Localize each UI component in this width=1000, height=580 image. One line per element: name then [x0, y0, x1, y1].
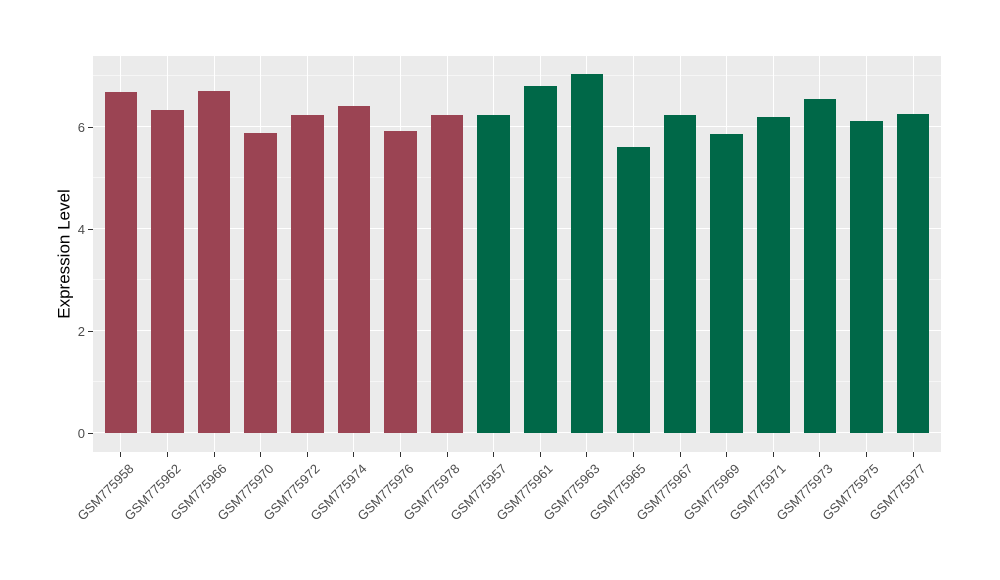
y-tick-label: 2: [77, 324, 85, 339]
gridline-minor-h: [93, 177, 941, 178]
bar-GSM775972: [291, 114, 324, 433]
bar-GSM775965: [617, 147, 650, 433]
gridline-major-h: [93, 228, 941, 229]
bar-GSM775978: [430, 114, 464, 433]
bar-GSM775969: [710, 134, 743, 433]
bar-GSM775966: [197, 90, 231, 433]
y-tick-mark: [88, 330, 93, 332]
bar-GSM775961: [523, 85, 557, 433]
y-axis-title-text: Expression Level: [55, 189, 74, 319]
bar-GSM775974: [337, 106, 371, 433]
gridline-minor-h: [93, 381, 941, 382]
x-tick-mark: [353, 452, 355, 457]
x-tick-mark: [493, 452, 495, 457]
y-axis-title: Expression Level: [48, 56, 82, 452]
bar-GSM775963: [570, 74, 604, 433]
x-tick-mark: [679, 452, 681, 457]
plot-panel: [93, 56, 941, 452]
x-tick-mark: [772, 452, 774, 457]
x-tick-mark: [865, 452, 867, 457]
y-tick-label: 0: [77, 426, 85, 441]
x-tick-mark: [306, 452, 308, 457]
gridline-minor-h: [93, 75, 941, 76]
x-tick-mark: [400, 452, 402, 457]
x-tick-mark: [446, 452, 448, 457]
x-tick-mark: [167, 452, 169, 457]
bar-GSM775967: [663, 115, 697, 433]
x-tick-mark: [120, 452, 122, 457]
x-tick-mark: [726, 452, 728, 457]
x-tick-mark: [213, 452, 215, 457]
bar-GSM775962: [151, 110, 184, 433]
gridline-major-h: [93, 432, 941, 433]
bar-GSM775970: [244, 132, 278, 433]
x-tick-mark: [586, 452, 588, 457]
bar-GSM775976: [384, 130, 417, 433]
x-tick-mark: [912, 452, 914, 457]
gridline-minor-h: [93, 279, 941, 280]
y-tick-label: 4: [77, 222, 85, 237]
bar-GSM775957: [477, 115, 510, 433]
y-tick-mark: [88, 228, 93, 230]
gridline-major-h: [93, 126, 941, 127]
y-tick-label: 6: [77, 120, 85, 135]
x-tick-mark: [260, 452, 262, 457]
bar-GSM775973: [803, 98, 837, 433]
x-tick-mark: [632, 452, 634, 457]
gridline-major-h: [93, 330, 941, 331]
x-tick-mark: [539, 452, 541, 457]
y-tick-mark: [88, 126, 93, 128]
x-tick-mark: [819, 452, 821, 457]
bar-GSM775958: [104, 91, 138, 433]
bar-GSM775975: [850, 121, 883, 433]
y-tick-mark: [88, 432, 93, 434]
bar-GSM775971: [756, 117, 790, 433]
bar-GSM775977: [896, 114, 930, 433]
